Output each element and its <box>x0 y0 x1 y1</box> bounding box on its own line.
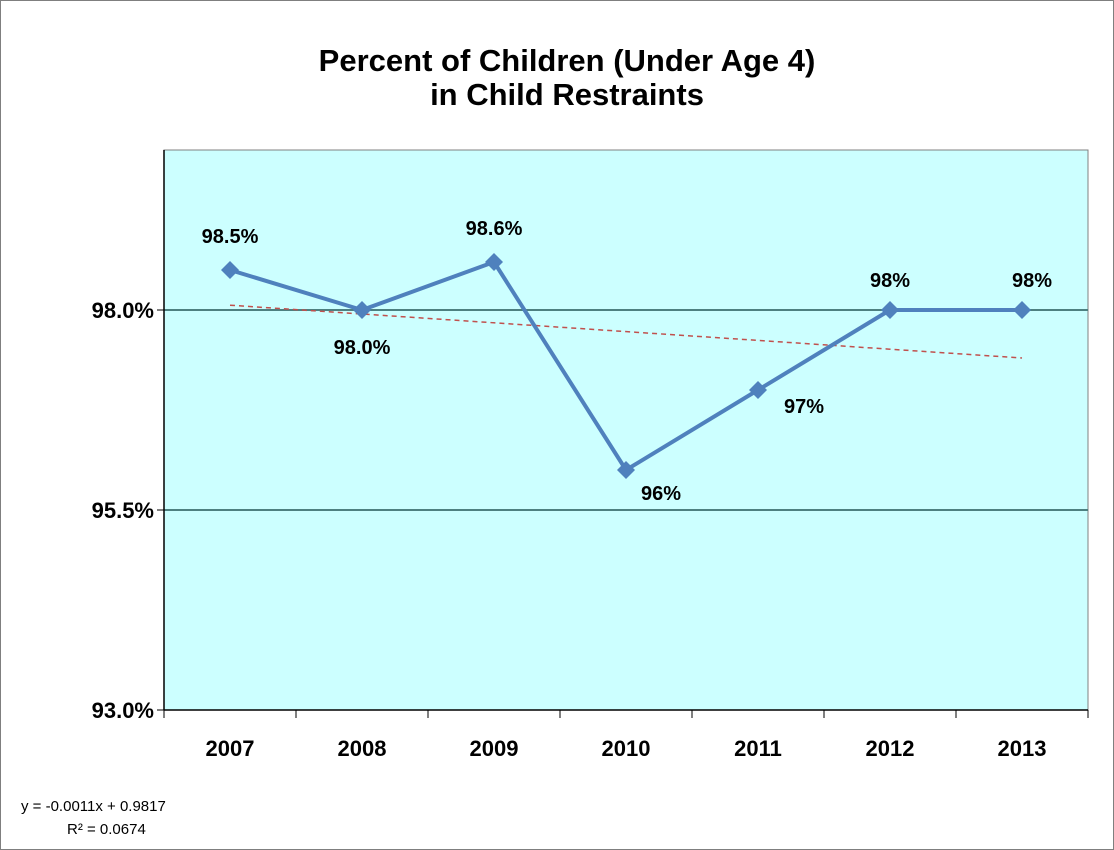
trendline-equation: y = -0.0011x + 0.9817 <box>21 798 166 815</box>
data-label: 97% <box>784 396 824 418</box>
x-tick-label: 2008 <box>338 736 387 761</box>
data-point <box>221 261 239 279</box>
data-label: 98.5% <box>202 226 259 248</box>
x-tick-label: 2009 <box>470 736 519 761</box>
data-label: 98% <box>1012 270 1052 292</box>
data-point <box>749 381 767 399</box>
x-tick-label: 2011 <box>734 736 782 761</box>
y-tick-label: 95.5% <box>92 498 154 523</box>
data-point <box>1013 301 1031 319</box>
y-tick-label: 93.0% <box>92 698 154 723</box>
data-label: 98% <box>870 270 910 292</box>
x-tick-label: 2013 <box>998 736 1047 761</box>
data-point <box>617 461 635 479</box>
trendline-r-squared: R² = 0.0674 <box>67 821 146 838</box>
x-tick-label: 2010 <box>602 736 651 761</box>
trendline <box>229 304 1023 359</box>
x-tick-label: 2007 <box>206 736 255 761</box>
x-tick-label: 2012 <box>866 736 915 761</box>
plot-area <box>163 149 1089 711</box>
data-label: 98.0% <box>334 337 391 359</box>
chart-title-line: in Child Restraints <box>430 77 704 112</box>
data-point <box>881 301 899 319</box>
y-tick-label: 98.0% <box>92 298 154 323</box>
chart-title-line: Percent of Children (Under Age 4) <box>319 43 816 78</box>
data-point <box>353 301 371 319</box>
data-label: 98.6% <box>466 218 523 240</box>
data-point <box>485 253 503 271</box>
data-label: 96% <box>641 483 681 505</box>
